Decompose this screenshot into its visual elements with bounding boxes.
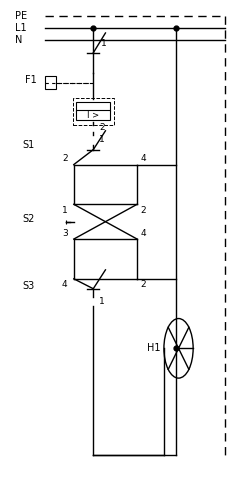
Text: 1: 1 xyxy=(99,135,105,144)
Text: N: N xyxy=(15,35,23,45)
Text: 2: 2 xyxy=(141,206,147,215)
Bar xyxy=(76,110,110,121)
Bar xyxy=(76,102,110,111)
Text: PE: PE xyxy=(15,10,27,20)
Bar xyxy=(45,76,56,89)
Text: 4: 4 xyxy=(62,280,68,289)
Text: 4: 4 xyxy=(141,154,147,163)
Text: S1: S1 xyxy=(23,140,35,150)
Text: S3: S3 xyxy=(23,281,35,291)
Bar xyxy=(73,98,114,125)
Text: 4: 4 xyxy=(141,229,147,238)
Text: 2: 2 xyxy=(62,154,68,163)
Text: I >: I > xyxy=(87,111,99,120)
Text: H1: H1 xyxy=(147,343,160,353)
Text: 2: 2 xyxy=(99,123,105,132)
Text: 1: 1 xyxy=(101,39,106,48)
Text: 3: 3 xyxy=(62,229,68,238)
Text: 1: 1 xyxy=(99,297,105,306)
Text: 1: 1 xyxy=(62,206,68,215)
Text: S2: S2 xyxy=(23,214,35,224)
Text: L1: L1 xyxy=(15,23,27,33)
Text: F1: F1 xyxy=(25,75,37,85)
Text: 2: 2 xyxy=(141,280,147,289)
